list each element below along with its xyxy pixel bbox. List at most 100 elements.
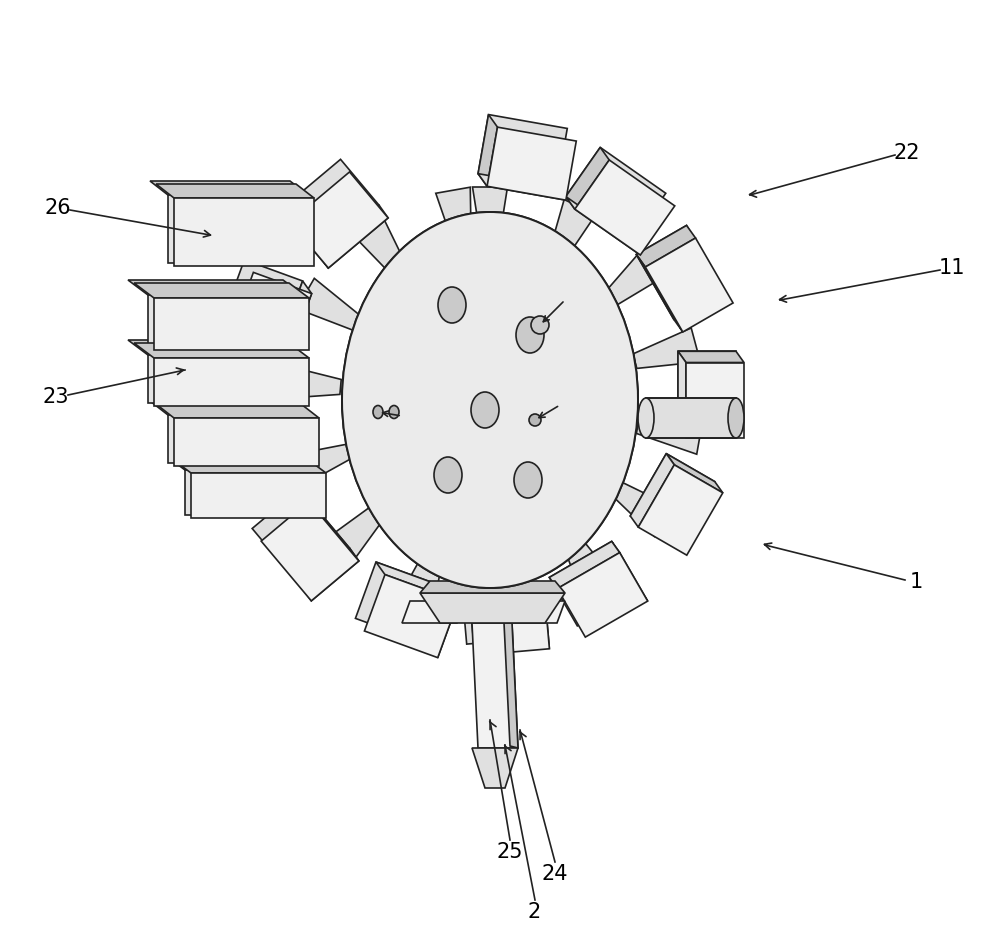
Ellipse shape (531, 316, 549, 334)
Polygon shape (276, 364, 341, 399)
Polygon shape (559, 526, 612, 593)
Polygon shape (216, 415, 300, 509)
Polygon shape (150, 181, 308, 195)
Polygon shape (156, 184, 314, 198)
Polygon shape (638, 465, 723, 555)
Polygon shape (678, 351, 744, 362)
Ellipse shape (529, 414, 541, 426)
Polygon shape (678, 351, 736, 426)
Polygon shape (206, 401, 290, 495)
Polygon shape (630, 454, 715, 544)
Polygon shape (420, 581, 565, 593)
Text: 24: 24 (542, 864, 568, 884)
Polygon shape (175, 461, 326, 473)
Polygon shape (218, 333, 285, 367)
Ellipse shape (434, 457, 462, 493)
Ellipse shape (389, 406, 399, 419)
Polygon shape (353, 215, 410, 282)
Polygon shape (128, 340, 303, 355)
Polygon shape (636, 225, 724, 319)
Polygon shape (128, 280, 303, 295)
Polygon shape (462, 582, 545, 599)
Polygon shape (566, 147, 666, 242)
Text: 22: 22 (894, 143, 920, 163)
Polygon shape (284, 444, 352, 489)
Polygon shape (281, 160, 379, 255)
Polygon shape (276, 281, 312, 367)
Polygon shape (549, 542, 640, 626)
Polygon shape (376, 562, 458, 601)
Polygon shape (472, 623, 518, 748)
Polygon shape (227, 478, 300, 509)
Polygon shape (169, 458, 320, 470)
Polygon shape (549, 542, 620, 589)
Polygon shape (148, 355, 303, 403)
Polygon shape (487, 127, 576, 200)
Polygon shape (227, 272, 312, 367)
Ellipse shape (471, 392, 499, 428)
Polygon shape (402, 601, 465, 623)
Polygon shape (462, 582, 541, 644)
Polygon shape (472, 748, 518, 788)
Ellipse shape (434, 457, 462, 493)
Text: 11: 11 (939, 258, 965, 278)
Polygon shape (401, 538, 446, 607)
Ellipse shape (373, 406, 383, 419)
Polygon shape (557, 553, 648, 637)
Polygon shape (646, 398, 736, 438)
Polygon shape (218, 260, 303, 354)
Polygon shape (566, 147, 609, 209)
Polygon shape (281, 209, 328, 268)
Text: 23: 23 (43, 387, 69, 407)
Polygon shape (547, 200, 596, 268)
Polygon shape (478, 174, 566, 200)
Ellipse shape (389, 406, 399, 419)
Ellipse shape (471, 392, 499, 428)
Ellipse shape (638, 398, 654, 438)
Polygon shape (297, 278, 364, 331)
Polygon shape (429, 589, 458, 657)
Polygon shape (174, 198, 314, 266)
Polygon shape (600, 250, 664, 309)
Ellipse shape (728, 398, 744, 438)
Polygon shape (168, 415, 313, 463)
Ellipse shape (516, 317, 544, 353)
Polygon shape (302, 548, 359, 601)
Ellipse shape (531, 316, 549, 334)
Polygon shape (185, 470, 320, 515)
Polygon shape (470, 593, 549, 655)
Polygon shape (504, 623, 518, 748)
Polygon shape (252, 488, 350, 588)
Polygon shape (609, 480, 675, 536)
Ellipse shape (342, 212, 638, 588)
Ellipse shape (514, 462, 542, 498)
Polygon shape (156, 404, 319, 418)
Text: 26: 26 (45, 198, 71, 218)
Polygon shape (491, 548, 526, 614)
Ellipse shape (514, 462, 542, 498)
Polygon shape (678, 351, 686, 438)
Text: 2: 2 (527, 902, 541, 922)
Polygon shape (327, 500, 389, 563)
Polygon shape (319, 206, 388, 268)
Polygon shape (290, 172, 388, 268)
Polygon shape (512, 601, 565, 623)
Ellipse shape (438, 287, 466, 323)
Polygon shape (355, 562, 449, 645)
Polygon shape (134, 283, 309, 298)
Text: 1: 1 (909, 572, 923, 592)
Polygon shape (636, 419, 703, 454)
Polygon shape (148, 295, 303, 347)
Ellipse shape (529, 414, 541, 426)
Polygon shape (436, 187, 471, 254)
Ellipse shape (516, 317, 544, 353)
Ellipse shape (438, 287, 466, 323)
Polygon shape (134, 343, 309, 358)
Polygon shape (364, 575, 458, 657)
Polygon shape (636, 225, 696, 267)
Polygon shape (686, 362, 744, 438)
Polygon shape (191, 473, 326, 518)
Polygon shape (300, 488, 359, 561)
Polygon shape (575, 160, 675, 255)
Polygon shape (612, 542, 648, 601)
